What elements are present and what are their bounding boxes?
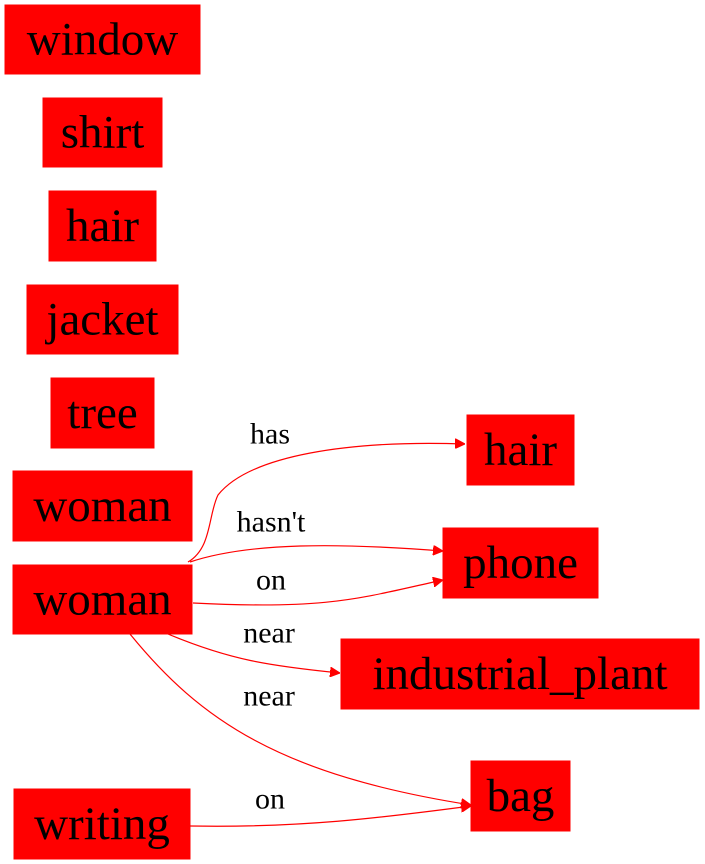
edge-writing-on-bag: on — [189, 783, 471, 827]
node-window: window — [4, 4, 201, 75]
edge-woman-hasnt-phone: hasn't — [189, 506, 443, 563]
edge-woman-near-bag: near — [129, 633, 471, 805]
edge-label-near: near — [243, 617, 295, 650]
node-label: writing — [34, 798, 170, 850]
node-woman: woman — [12, 470, 193, 542]
node-label: jacket — [44, 294, 158, 346]
node-label: hair — [66, 200, 139, 252]
node-jacket: jacket — [26, 284, 179, 355]
edge-woman-on-phone: on — [192, 564, 443, 606]
node-label: industrial_plant — [372, 648, 667, 700]
node-label: hair — [484, 424, 557, 476]
edge-woman-has-hair: has — [187, 418, 465, 563]
node-label: bag — [487, 770, 555, 822]
edges: has hasn't on near near on — [129, 418, 471, 827]
node-label: tree — [67, 387, 137, 439]
nodes: window shirt hair jacket tree woman woma… — [4, 4, 700, 860]
node-label: woman — [33, 574, 171, 626]
edge-label-hasnt: hasn't — [237, 506, 306, 539]
edge-label-on: on — [256, 564, 286, 597]
node-writing: writing — [13, 788, 191, 860]
edge-label-on: on — [255, 783, 285, 816]
edge-label-near: near — [243, 680, 295, 713]
node-label: window — [27, 14, 179, 66]
node-hair: hair — [48, 190, 157, 262]
node-industrial-plant: industrial_plant — [340, 638, 700, 710]
edge-woman-near-industrial-plant: near — [167, 617, 340, 674]
node-shirt: shirt — [42, 97, 163, 168]
node-label: shirt — [61, 107, 145, 159]
node-label: phone — [463, 537, 578, 589]
node-tree: tree — [50, 377, 155, 449]
edge-label-has: has — [250, 418, 290, 451]
node-bag: bag — [470, 760, 571, 832]
node-woman-subject: woman — [12, 564, 193, 635]
node-phone: phone — [442, 527, 599, 599]
node-hair-object: hair — [466, 414, 575, 486]
node-label: woman — [33, 480, 171, 532]
